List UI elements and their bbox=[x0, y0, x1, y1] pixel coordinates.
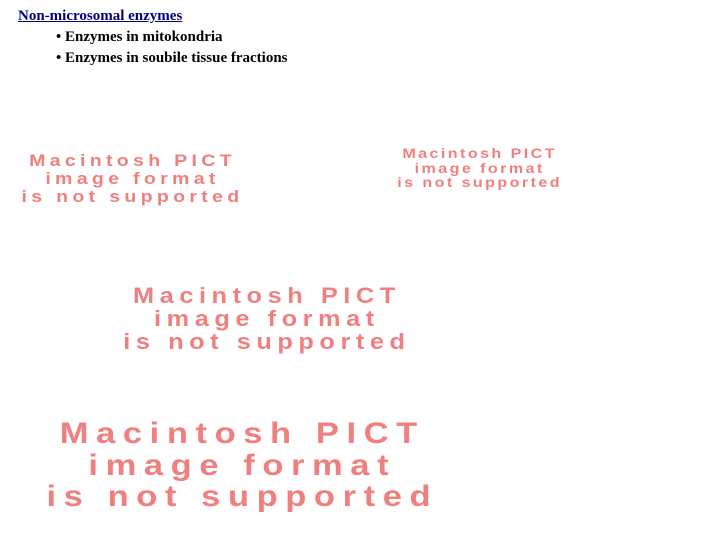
pict-error-block: Macintosh PICT image format is not suppo… bbox=[46, 418, 438, 513]
pict-error-line: Macintosh PICT bbox=[123, 284, 410, 307]
bullet-item: • Enzymes in soubile tissue fractions bbox=[56, 48, 702, 69]
pict-error-line: is not supported bbox=[123, 330, 410, 353]
pict-error-line: image format bbox=[46, 450, 438, 482]
bullet-list: • Enzymes in mitokondria • Enzymes in so… bbox=[18, 27, 702, 69]
slide-title: Non-microsomal enzymes bbox=[18, 8, 702, 25]
pict-error-block: Macintosh PICT image format is not suppo… bbox=[22, 152, 244, 206]
pict-error-line: Macintosh PICT bbox=[22, 152, 244, 170]
bullet-item: • Enzymes in mitokondria bbox=[56, 27, 702, 48]
pict-error-line: is not supported bbox=[22, 188, 244, 206]
pict-error-line: Macintosh PICT bbox=[397, 146, 562, 161]
header-block: Non-microsomal enzymes • Enzymes in mito… bbox=[0, 0, 720, 69]
pict-error-line: image format bbox=[397, 161, 562, 176]
pict-error-block: Macintosh PICT image format is not suppo… bbox=[397, 146, 562, 190]
pict-error-line: image format bbox=[123, 307, 410, 330]
pict-error-line: image format bbox=[22, 170, 244, 188]
pict-error-block: Macintosh PICT image format is not suppo… bbox=[123, 284, 410, 353]
pict-error-line: is not supported bbox=[397, 175, 562, 190]
pict-error-line: is not supported bbox=[46, 481, 438, 513]
pict-error-line: Macintosh PICT bbox=[46, 418, 438, 450]
